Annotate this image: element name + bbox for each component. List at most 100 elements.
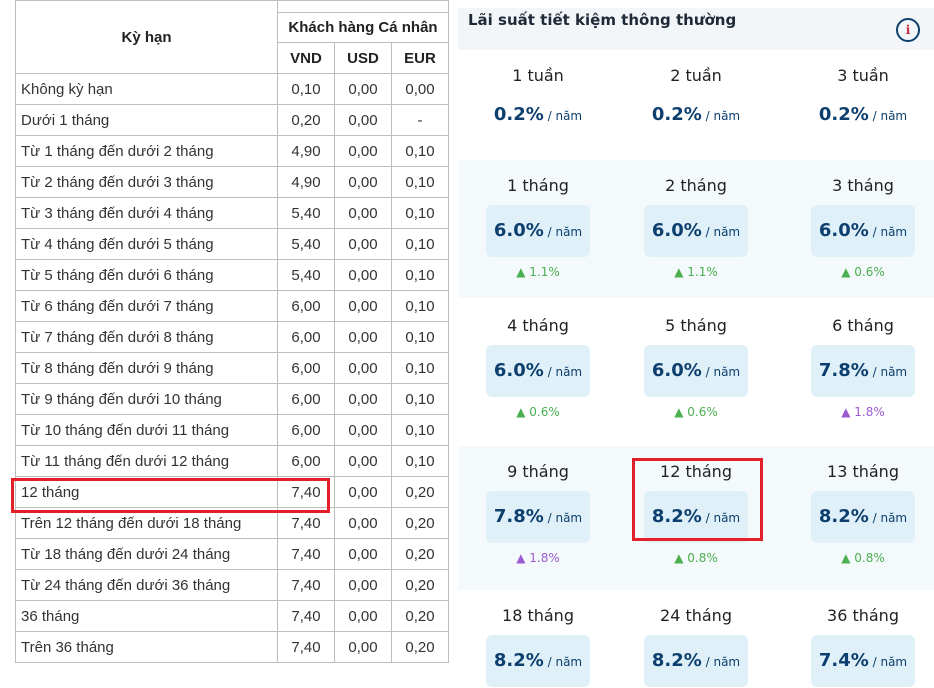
term-cell: Từ 10 tháng đến dưới 11 tháng — [15, 414, 278, 446]
highlight-box-panel — [632, 458, 763, 541]
rate-unit: năm — [555, 511, 583, 525]
table-row: Không kỳ hạn 0,10 0,00 0,00 — [15, 73, 449, 105]
rate-section: 4 tháng 6.0% / năm ▲ 0.6% 5 tháng 6.0% / năm… — [458, 300, 934, 446]
rate-cell: 7,40 — [277, 631, 335, 663]
term-label: 2 tháng — [665, 176, 727, 195]
rate-value-box: 7.8% / năm — [486, 491, 590, 543]
rate-cell: 0,00 — [334, 228, 392, 260]
rate-card[interactable]: 36 tháng 7.4% / năm — [783, 606, 934, 687]
rate-value-box: 8.2% / năm — [644, 635, 748, 687]
rate-cell: 0,20 — [391, 538, 449, 570]
rate-cell: 0,00 — [334, 445, 392, 477]
rate-unit: năm — [713, 225, 741, 239]
rate-cell: 7,40 — [277, 538, 335, 570]
term-cell: Từ 3 tháng đến dưới 4 tháng — [15, 197, 278, 229]
info-icon[interactable]: i — [896, 18, 920, 42]
rate-cell: 7,40 — [277, 569, 335, 601]
rate-cell: 6,00 — [277, 414, 335, 446]
header-customer-group: Khách hàng Cá nhân — [277, 12, 449, 43]
term-label: 24 tháng — [660, 606, 732, 625]
rate-cell: 0,00 — [334, 507, 392, 539]
term-cell: Dưới 1 tháng — [15, 104, 278, 136]
term-cell: Từ 1 tháng đến dưới 2 tháng — [15, 135, 278, 167]
rate-card[interactable]: 1 tháng 6.0% / năm ▲ 1.1% — [458, 176, 618, 279]
term-cell: Không kỳ hạn — [15, 73, 278, 105]
term-label: 36 tháng — [827, 606, 899, 625]
rate-value-box: 0.2% / năm — [651, 104, 741, 125]
term-cell: Từ 6 tháng đến dưới 7 tháng — [15, 290, 278, 322]
table-row: Từ 4 tháng đến dưới 5 tháng 5,40 0,00 0,10 — [15, 228, 449, 260]
term-cell: Từ 9 tháng đến dưới 10 tháng — [15, 383, 278, 415]
rate-card[interactable]: 6 tháng 7.8% / năm ▲ 1.8% — [783, 316, 934, 419]
rate-value-box: 0.2% / năm — [493, 104, 583, 125]
rate-cell: 0,00 — [334, 321, 392, 353]
rate-card[interactable]: 3 tuần 0.2% / năm — [783, 66, 934, 141]
term-label: 1 tháng — [507, 176, 569, 195]
term-label: 18 tháng — [502, 606, 574, 625]
table-row: Từ 2 tháng đến dưới 3 tháng 4,90 0,00 0,10 — [15, 166, 449, 198]
rate-value-box: 6.0% / năm — [644, 205, 748, 257]
rate-unit: năm — [555, 655, 583, 669]
term-cell: Từ 5 tháng đến dưới 6 tháng — [15, 259, 278, 291]
table-row: Dưới 1 tháng 0,20 0,00- — [15, 104, 449, 136]
term-cell: Từ 8 tháng đến dưới 9 tháng — [15, 352, 278, 384]
rate-unit: năm — [555, 225, 583, 239]
rate-cell: 0,10 — [391, 414, 449, 446]
rate-card[interactable]: 9 tháng 7.8% / năm ▲ 1.8% — [458, 462, 618, 565]
term-cell: Trên 36 tháng — [15, 631, 278, 663]
rate-unit: năm — [713, 109, 741, 123]
rate-cell: 4,90 — [277, 135, 335, 167]
rate-change: ▲ 0.8% — [841, 551, 885, 565]
rate-card[interactable]: 5 tháng 6.0% / năm ▲ 0.6% — [616, 316, 776, 419]
table-row: Từ 1 tháng đến dưới 2 tháng 4,90 0,00 0,10 — [15, 135, 449, 167]
rate-cell: 0,10 — [391, 135, 449, 167]
rate-card[interactable]: 4 tháng 6.0% / năm ▲ 0.6% — [458, 316, 618, 419]
rate-card[interactable]: 2 tuần 0.2% / năm — [616, 66, 776, 141]
rate-card[interactable]: 2 tháng 6.0% / năm ▲ 1.1% — [616, 176, 776, 279]
term-label: 3 tuần — [837, 66, 889, 85]
rate-change: ▲ 1.8% — [516, 551, 560, 565]
rate-value: 8.2% — [651, 506, 702, 527]
rate-cell: 0,00 — [334, 73, 392, 105]
rate-cell: 6,00 — [277, 445, 335, 477]
rate-value: 0.2% — [493, 104, 544, 125]
term-cell: Từ 7 tháng đến dưới 8 tháng — [15, 321, 278, 353]
rate-value-box: 0.2% / năm — [818, 104, 908, 125]
rate-card[interactable]: 3 tháng 6.0% / năm ▲ 0.6% — [783, 176, 934, 279]
rate-change: ▲ 1.1% — [516, 265, 560, 279]
header-currency: VND — [277, 42, 335, 74]
rate-cell: 7,40 — [277, 476, 335, 508]
term-label: 4 tháng — [507, 316, 569, 335]
rate-section: 18 tháng 8.2% / năm 24 tháng 8.2% / năm 36 t… — [458, 590, 934, 687]
rate-card[interactable]: 1 tuần 0.2% / năm — [458, 66, 618, 141]
rate-value: 8.2% — [651, 650, 702, 671]
rate-cell: 0,00 — [334, 352, 392, 384]
rate-value: 6.0% — [818, 220, 869, 241]
table-row: Từ 11 tháng đến dưới 12 tháng 6,00 0,00 0,1… — [15, 445, 449, 477]
rate-section: 1 tháng 6.0% / năm ▲ 1.1% 2 tháng 6.0% / năm… — [458, 160, 934, 298]
highlight-box-table — [11, 478, 330, 513]
term-cell: 12 tháng — [15, 476, 278, 508]
rate-card[interactable]: 13 tháng 8.2% / năm ▲ 0.8% — [783, 462, 934, 565]
rate-card[interactable]: 12 tháng 8.2% / năm ▲ 0.8% — [616, 462, 776, 565]
rate-cell: 0,10 — [391, 352, 449, 384]
rate-value-box: 6.0% / năm — [811, 205, 915, 257]
rate-cell: 0,00 — [334, 135, 392, 167]
rate-value: 0.2% — [818, 104, 869, 125]
term-label: 9 tháng — [507, 462, 569, 481]
rate-card[interactable]: 18 tháng 8.2% / năm — [458, 606, 618, 687]
term-cell: Từ 24 tháng đến dưới 36 tháng — [15, 569, 278, 601]
rate-cell: 0,00 — [334, 476, 392, 508]
rate-unit: năm — [880, 109, 908, 123]
rate-card[interactable]: 24 tháng 8.2% / năm — [616, 606, 776, 687]
term-label: 1 tuần — [512, 66, 564, 85]
rate-cell: 6,00 — [277, 290, 335, 322]
table-row: Từ 8 tháng đến dưới 9 tháng 6,00 0,00 0,10 — [15, 352, 449, 384]
rate-cell: 0,10 — [391, 321, 449, 353]
header-term: Kỳ hạn — [15, 0, 278, 74]
rate-unit: năm — [713, 511, 741, 525]
table-row: Từ 5 tháng đến dưới 6 tháng 5,40 0,00 0,10 — [15, 259, 449, 291]
rate-unit: năm — [555, 109, 583, 123]
rate-cell: 4,90 — [277, 166, 335, 198]
rate-cell: 0,00 — [334, 538, 392, 570]
